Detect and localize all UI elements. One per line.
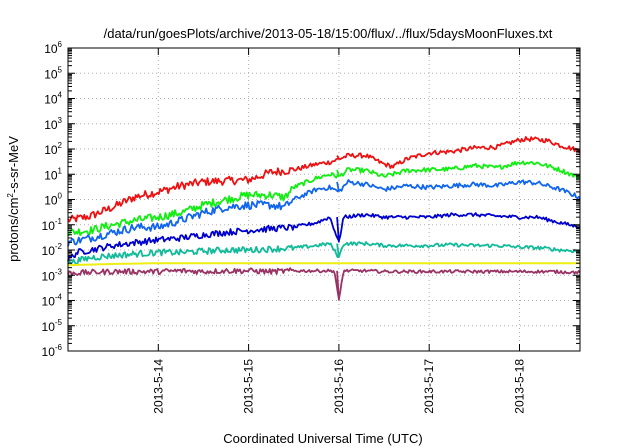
y-tick-label-base: 10 bbox=[44, 93, 58, 107]
series-layer bbox=[67, 136, 581, 301]
series-line-5 bbox=[67, 241, 581, 266]
y-tick-label: 10-3 bbox=[42, 267, 63, 283]
y-tick-label-base: 10 bbox=[44, 67, 58, 81]
chart-title: /data/run/goesPlots/archive/2013-05-18/1… bbox=[104, 26, 553, 41]
x-axis-label: Coordinated Universal Time (UTC) bbox=[223, 431, 422, 446]
y-tick-label-exponent: 3 bbox=[58, 116, 63, 125]
y-tick-label-exponent: -4 bbox=[55, 293, 63, 302]
y-tick-label: 10-1 bbox=[42, 217, 63, 233]
x-tick-label: 2013-5-15 bbox=[242, 359, 256, 414]
y-tick-label: 102 bbox=[44, 141, 62, 157]
y-tick-label: 104 bbox=[44, 91, 62, 107]
y-tick-label: 101 bbox=[44, 166, 62, 182]
y-tick-label-base: 10 bbox=[44, 194, 58, 208]
y-tick-label-exponent: -1 bbox=[55, 217, 63, 226]
x-tick-label: 2013-5-17 bbox=[422, 359, 436, 414]
y-tick-label-base: 10 bbox=[42, 320, 56, 334]
y-tick-label-exponent: -5 bbox=[55, 318, 63, 327]
series-line-1 bbox=[67, 136, 581, 223]
y-tick-label-base: 10 bbox=[44, 118, 58, 132]
y-tick-label-base: 10 bbox=[44, 42, 58, 56]
y-axis-label-superscript: 2 bbox=[6, 193, 15, 198]
series-line-3 bbox=[67, 179, 581, 247]
y-tick-label-exponent: -3 bbox=[55, 267, 63, 276]
y-tick-label: 105 bbox=[44, 65, 62, 81]
y-tick-label-exponent: 6 bbox=[58, 40, 63, 49]
series-line-6 bbox=[68, 262, 580, 267]
y-tick-label: 10-4 bbox=[42, 293, 63, 309]
x-tick-label: 2013-5-14 bbox=[151, 359, 165, 414]
y-tick-label: 10-2 bbox=[42, 242, 63, 258]
y-axis-label: protons/cm2-s-sr-MeV bbox=[6, 136, 21, 262]
y-tick-label-exponent: 1 bbox=[58, 166, 63, 175]
y-tick-label-exponent: 2 bbox=[58, 141, 63, 150]
y-tick-label-exponent: -2 bbox=[55, 242, 63, 251]
y-tick-label-base: 10 bbox=[44, 143, 58, 157]
y-tick-label-base: 10 bbox=[42, 244, 56, 258]
series-line-7 bbox=[67, 267, 581, 301]
y-tick-label: 10-5 bbox=[42, 318, 63, 334]
y-tick-label-base: 10 bbox=[42, 345, 56, 359]
x-tick-labels: 2013-5-14 2013-5-15 2013-5-16 2013-5-17 2013… bbox=[151, 359, 526, 414]
y-axis-label-suffix: -s-sr-MeV bbox=[6, 136, 21, 193]
y-tick-labels: 10-610-510-410-310-210-11001011021031041… bbox=[42, 40, 63, 359]
y-tick-label: 106 bbox=[44, 40, 62, 56]
y-tick-label: 100 bbox=[44, 192, 62, 208]
y-tick-label-base: 10 bbox=[42, 295, 56, 309]
y-tick-label-exponent: 4 bbox=[58, 91, 63, 100]
x-tick-label: 2013-5-16 bbox=[332, 359, 346, 414]
y-tick-label-exponent: 0 bbox=[58, 192, 63, 201]
y-tick-label-base: 10 bbox=[44, 168, 58, 182]
x-tick-label: 2013-5-18 bbox=[512, 359, 526, 414]
series-line-2 bbox=[67, 160, 580, 237]
y-axis-label-prefix: protons/cm bbox=[6, 198, 21, 262]
y-tick-label-base: 10 bbox=[42, 219, 56, 233]
series-line-4 bbox=[67, 212, 581, 262]
y-tick-label: 103 bbox=[44, 116, 62, 132]
y-tick-label: 10-6 bbox=[42, 343, 63, 359]
y-tick-label-exponent: 5 bbox=[58, 65, 63, 74]
y-tick-label-base: 10 bbox=[42, 269, 56, 283]
grid-lines bbox=[68, 48, 580, 351]
tick-marks bbox=[68, 47, 580, 352]
y-tick-label-exponent: -6 bbox=[55, 343, 63, 352]
